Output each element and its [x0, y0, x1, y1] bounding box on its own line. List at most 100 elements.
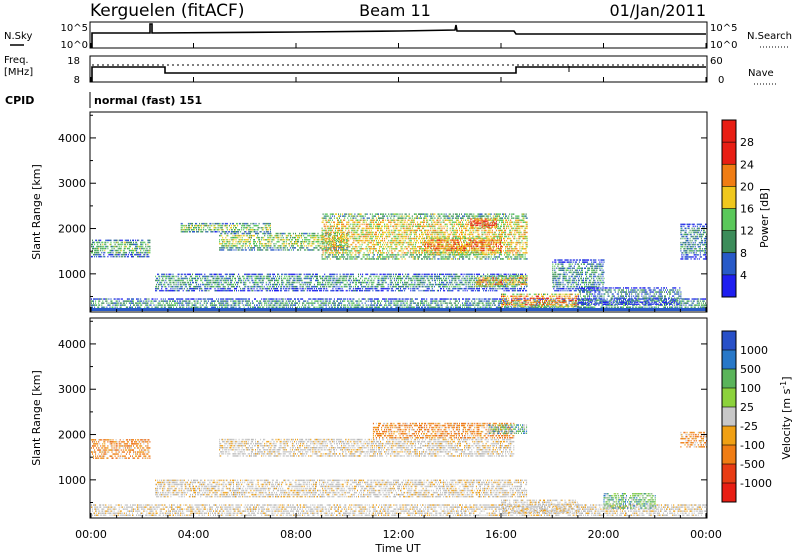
echo-cell — [586, 306, 588, 308]
echo-cell — [345, 273, 347, 276]
echo-cell — [342, 281, 344, 284]
echo-cell — [332, 281, 334, 284]
echo-cell — [187, 224, 189, 227]
echo-cell — [398, 273, 399, 276]
echo-cell — [343, 279, 345, 282]
echo-cell — [575, 304, 577, 306]
echo-cell — [277, 300, 279, 302]
echo-cell — [328, 277, 330, 280]
echo-cell — [502, 298, 503, 300]
echo-cell — [109, 239, 111, 242]
echo-cell — [593, 306, 595, 308]
echo-cell — [432, 283, 434, 286]
echo-cell — [353, 289, 355, 292]
echo-cell — [423, 277, 425, 280]
echo-cell — [230, 289, 232, 292]
freq-label-line1: Freq. — [4, 55, 29, 66]
echo-cell — [226, 247, 228, 249]
echo-cell — [205, 229, 207, 231]
echo-cell — [120, 243, 122, 246]
echo-cell — [451, 279, 453, 282]
echo-cell — [275, 300, 277, 302]
echo-cell — [268, 287, 270, 290]
echo-cell — [244, 227, 246, 229]
echo-cell — [337, 306, 338, 308]
echo-cell — [670, 306, 672, 308]
echo-cell — [654, 300, 656, 302]
echo-cell — [376, 285, 378, 288]
echo-cell — [315, 285, 316, 288]
echo-cell — [286, 287, 288, 290]
echo-cell — [448, 277, 450, 280]
echo-cell — [664, 306, 665, 308]
echo-cell — [412, 279, 414, 282]
echo-cell — [112, 302, 114, 304]
echo-cell — [238, 289, 240, 292]
echo-cell — [268, 281, 270, 284]
echo-cell — [381, 300, 383, 302]
echo-cell — [111, 306, 113, 308]
echo-cell — [213, 224, 215, 227]
echo-cell — [662, 300, 664, 302]
echo-cell — [536, 306, 538, 308]
echo-cell — [190, 306, 192, 308]
echo-cell — [180, 231, 182, 233]
echo-cell — [447, 281, 449, 284]
echo-cell — [450, 306, 452, 308]
echo-cell — [208, 289, 210, 292]
echo-cell — [330, 285, 332, 288]
echo-cell — [162, 300, 164, 302]
echo-cell — [115, 304, 117, 306]
echo-cell — [588, 298, 590, 300]
echo-cell — [276, 302, 278, 304]
echo-cell — [227, 289, 229, 292]
echo-cell — [235, 283, 236, 286]
echo-cell — [225, 302, 227, 304]
echo-cell — [384, 304, 386, 306]
echo-cell — [98, 298, 100, 300]
echo-cell — [219, 306, 221, 308]
echo-cell — [103, 302, 105, 304]
echo-cell — [219, 241, 221, 243]
echo-cell — [374, 306, 376, 308]
echo-cell — [229, 249, 231, 251]
echo-cell — [349, 283, 351, 286]
echo-cell — [251, 306, 253, 308]
echo-cell — [202, 277, 204, 280]
echo-cell — [107, 245, 109, 248]
echo-cell — [382, 277, 384, 280]
echo-cell — [398, 287, 399, 290]
echo-cell — [95, 304, 97, 306]
echo-cell — [372, 304, 374, 306]
echo-cell — [243, 306, 245, 308]
echo-cell — [229, 283, 231, 286]
echo-cell — [183, 224, 185, 227]
echo-cell — [134, 304, 136, 306]
echo-cell — [278, 279, 280, 282]
echo-cell — [222, 287, 224, 290]
echo-cell — [302, 302, 304, 304]
echo-cell — [173, 281, 175, 284]
echo-cell — [100, 298, 102, 300]
echo-cell — [325, 283, 327, 286]
echo-cell — [309, 302, 311, 304]
echo-cell — [228, 249, 230, 251]
echo-cell — [190, 289, 192, 292]
echo-cell — [184, 300, 186, 302]
echo-cell — [266, 306, 268, 308]
echo-cell — [501, 302, 502, 304]
echo-cell — [511, 298, 513, 300]
echo-cell — [363, 298, 365, 300]
echo-cell — [645, 304, 647, 306]
echo-cell — [222, 283, 224, 286]
echo-cell — [360, 277, 362, 280]
echo-cell — [452, 289, 454, 292]
echo-cell — [220, 275, 222, 278]
echo-cell — [176, 289, 178, 292]
echo-cell — [600, 306, 602, 308]
echo-cell — [181, 285, 183, 288]
echo-cell — [513, 287, 515, 290]
echo-cell — [466, 300, 468, 302]
echo-cell — [182, 281, 184, 284]
echo-cell — [337, 279, 339, 282]
